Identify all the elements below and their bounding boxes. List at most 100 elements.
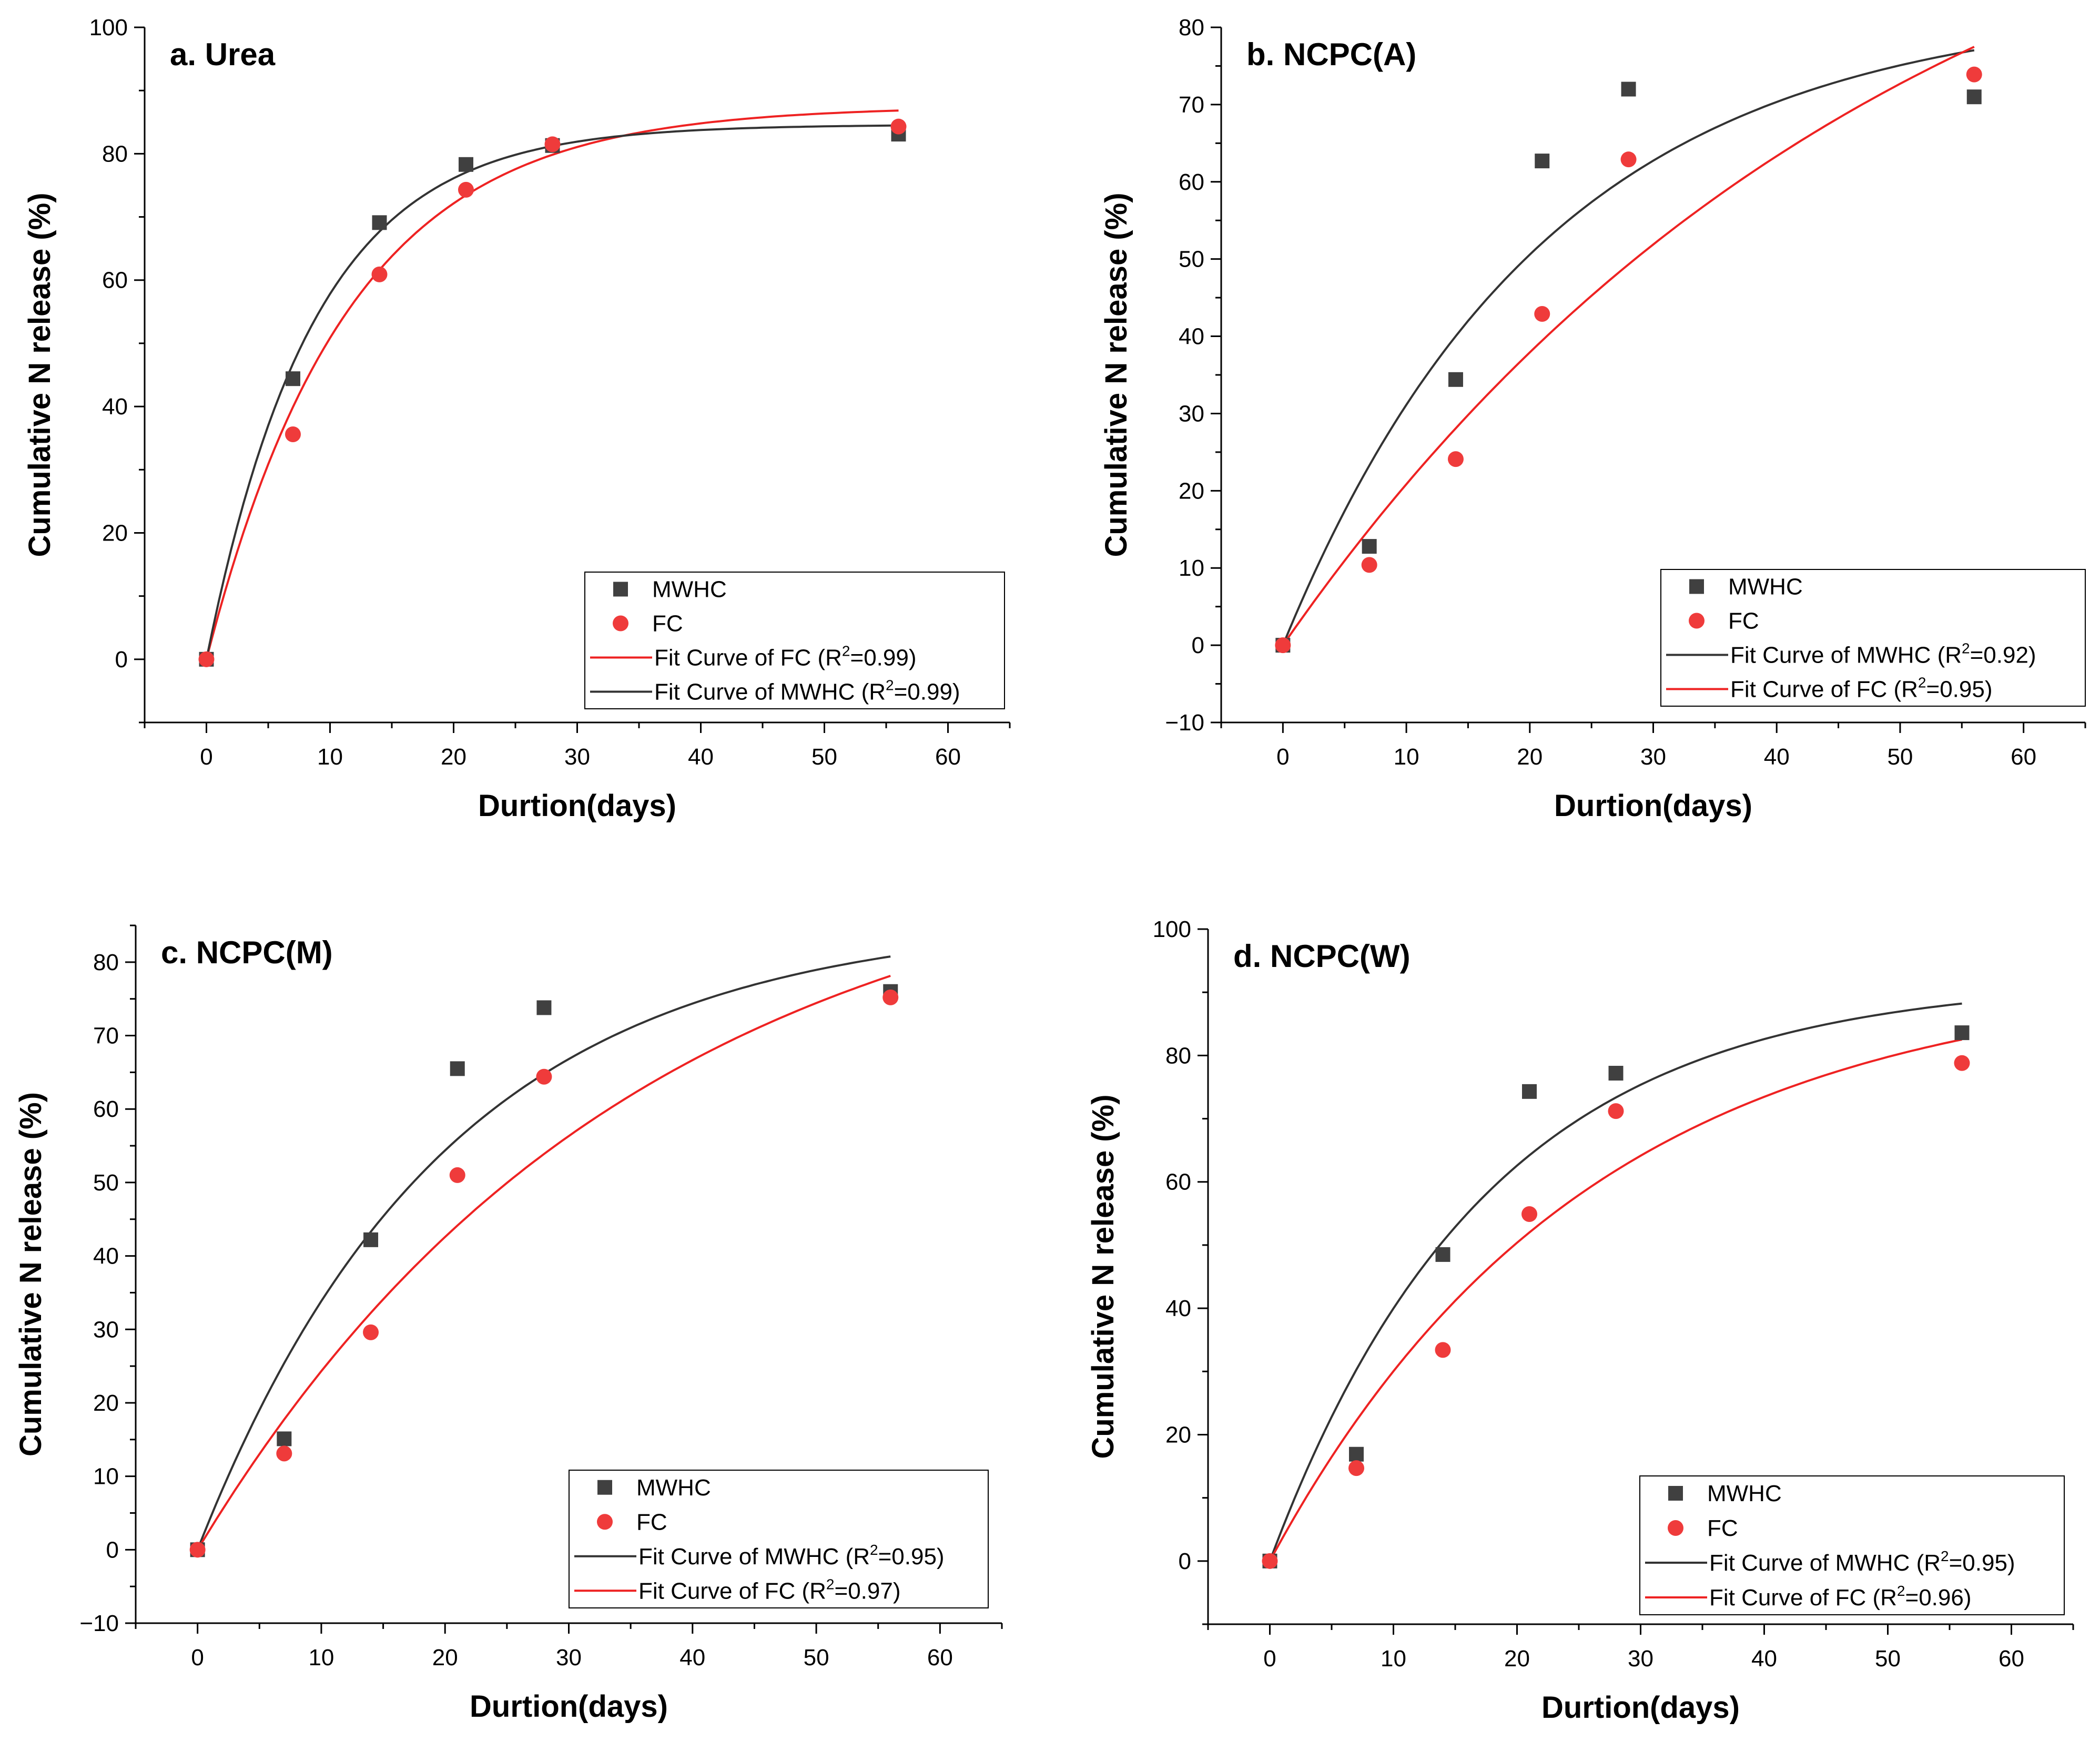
data-point-fc [276, 1445, 292, 1462]
x-tick-label: 20 [432, 1645, 458, 1670]
data-point-mwhc [536, 1000, 552, 1015]
legend-marker-mwhc [597, 1480, 612, 1495]
x-tick-label: 30 [556, 1645, 582, 1670]
legend-label-mwhc: MWHC [636, 1475, 711, 1501]
y-tick-label: −10 [79, 1611, 119, 1636]
fit-curve-mwhc [196, 955, 891, 1551]
chart-panel-1: 0 20 40 60 80 100 0 10 20 30 40 50 60 Durtion(days) Cu… [23, 15, 1011, 823]
y-tick-label: 40 [102, 394, 128, 420]
chart-panel-4: 0 20 40 60 80 100 0 10 20 30 40 50 60 Durtion(days) Cu… [1086, 916, 2074, 1725]
chart-panel-2: −10 0 10 20 30 40 50 60 70 80 0 10 20 30 40 50 60 Durtion… [1099, 15, 2086, 823]
legend-label-fit-fc: Fit Curve of FC (R2=0.96) [1709, 1583, 1971, 1611]
legend-box [584, 572, 1005, 709]
legend-label-mwhc: MWHC [652, 577, 727, 603]
x-tick-label: 50 [811, 744, 837, 770]
y-tick-label: 80 [1165, 1043, 1191, 1068]
data-point-fc [449, 1167, 465, 1183]
data-point-mwhc [1966, 89, 1982, 105]
x-tick-label: 30 [1628, 1646, 1653, 1672]
legend-marker-mwhc [1668, 1486, 1683, 1501]
y-tick-label: 20 [1179, 478, 1204, 504]
data-point-mwhc [363, 1232, 379, 1247]
y-tick-label: 10 [1179, 555, 1204, 581]
y-tick-label: −10 [1165, 710, 1204, 736]
data-point-mwhc [450, 1061, 465, 1076]
x-tick-label: 40 [1751, 1646, 1777, 1672]
data-point-mwhc [1535, 154, 1550, 169]
x-tick-label: 0 [1263, 1646, 1276, 1672]
chart-panel-3: −10 0 10 20 30 40 50 60 70 80 0 10 20 30 40 50 60 Durtion… [14, 924, 1003, 1724]
legend-marker-fc [1668, 1520, 1683, 1536]
data-point-mwhc [1621, 82, 1636, 97]
y-tick-label: 60 [93, 1096, 119, 1122]
y-tick-label: 0 [115, 647, 128, 673]
fit-curve-fc [196, 975, 891, 1551]
y-tick-label: 20 [93, 1390, 119, 1416]
x-tick-label: 40 [1764, 744, 1790, 770]
x-tick-label: 30 [1640, 744, 1666, 770]
legend-marker-mwhc [613, 582, 628, 597]
legend: MWHC FC Fit Curve of MWHC (R2=0.92) Fit Cur… [1660, 569, 2086, 707]
x-axis-title: Durtion(days) [470, 1689, 668, 1724]
data-point-fc [536, 1068, 552, 1085]
data-point-mwhc [286, 371, 300, 386]
y-axis-title: Cumulative N release (%) [23, 192, 57, 557]
legend-label-fit-fc: Fit Curve of FC (R2=0.97) [638, 1576, 900, 1604]
y-tick-label: 80 [102, 141, 128, 167]
data-point-fc [890, 118, 907, 135]
x-axis-title: Durtion(days) [1554, 789, 1752, 823]
data-point-mwhc [1362, 539, 1377, 554]
data-point-fc [1361, 557, 1377, 573]
x-tick-label: 60 [935, 744, 961, 770]
x-tick-label: 50 [804, 1645, 829, 1670]
data-point-fc [1275, 637, 1291, 654]
data-point-fc [1348, 1460, 1364, 1476]
y-axis-title: Cumulative N release (%) [1099, 192, 1133, 557]
legend-box [1660, 569, 2086, 707]
panel-title: a. Urea [170, 37, 276, 72]
y-tick-label: 80 [1179, 15, 1204, 40]
fit-curve-mwhc [1282, 49, 1975, 646]
data-point-fc [198, 651, 215, 667]
x-axis-title: Durtion(days) [478, 789, 676, 823]
legend-label-mwhc: MWHC [1707, 1481, 1782, 1506]
y-axis-title: Cumulative N release (%) [1086, 1094, 1120, 1459]
legend-label-fit-mwhc: Fit Curve of MWHC (R2=0.99) [654, 677, 960, 705]
data-point-fc [189, 1542, 206, 1558]
y-tick-label: 0 [1192, 633, 1204, 658]
data-point-mwhc [1435, 1247, 1450, 1262]
y-tick-label: 60 [1179, 169, 1204, 195]
legend: MWHC FC Fit Curve of MWHC (R2=0.95) Fit Cur… [569, 1470, 989, 1608]
x-tick-label: 10 [1394, 744, 1419, 770]
data-point-fc [1521, 1206, 1537, 1223]
y-tick-label: 10 [93, 1464, 119, 1490]
y-tick-label: 100 [89, 15, 128, 40]
panel-title: b. NCPC(A) [1246, 37, 1416, 72]
data-point-fc [1534, 305, 1550, 322]
legend-box [569, 1470, 989, 1608]
legend-marker-fc [1689, 613, 1705, 629]
fit-curve-fc [1269, 1038, 1962, 1562]
data-point-fc [1954, 1055, 1970, 1071]
y-tick-label: 40 [93, 1244, 119, 1269]
legend-marker-fc [597, 1514, 613, 1530]
legend-label-fc: FC [1728, 608, 1759, 634]
data-point-mwhc [1522, 1084, 1537, 1099]
y-tick-label: 50 [1179, 247, 1204, 272]
x-tick-label: 40 [679, 1645, 705, 1670]
legend-label-mwhc: MWHC [1728, 574, 1803, 600]
y-tick-label: 100 [1153, 916, 1191, 942]
legend-marker-mwhc [1689, 579, 1704, 594]
data-point-mwhc [1349, 1446, 1364, 1462]
data-point-fc [1608, 1103, 1624, 1119]
panel-title: d. NCPC(W) [1233, 939, 1411, 974]
data-point-mwhc [1954, 1025, 1970, 1041]
x-tick-label: 50 [1875, 1646, 1901, 1672]
legend-label-fit-mwhc: Fit Curve of MWHC (R2=0.92) [1730, 640, 2036, 668]
legend-label-fc: FC [1707, 1515, 1738, 1541]
data-point-fc [1620, 151, 1637, 168]
data-point-mwhc [459, 157, 473, 172]
y-tick-label: 20 [102, 520, 128, 546]
legend: MWHC FC Fit Curve of FC (R2=0.99) Fit Curve… [584, 572, 1005, 709]
